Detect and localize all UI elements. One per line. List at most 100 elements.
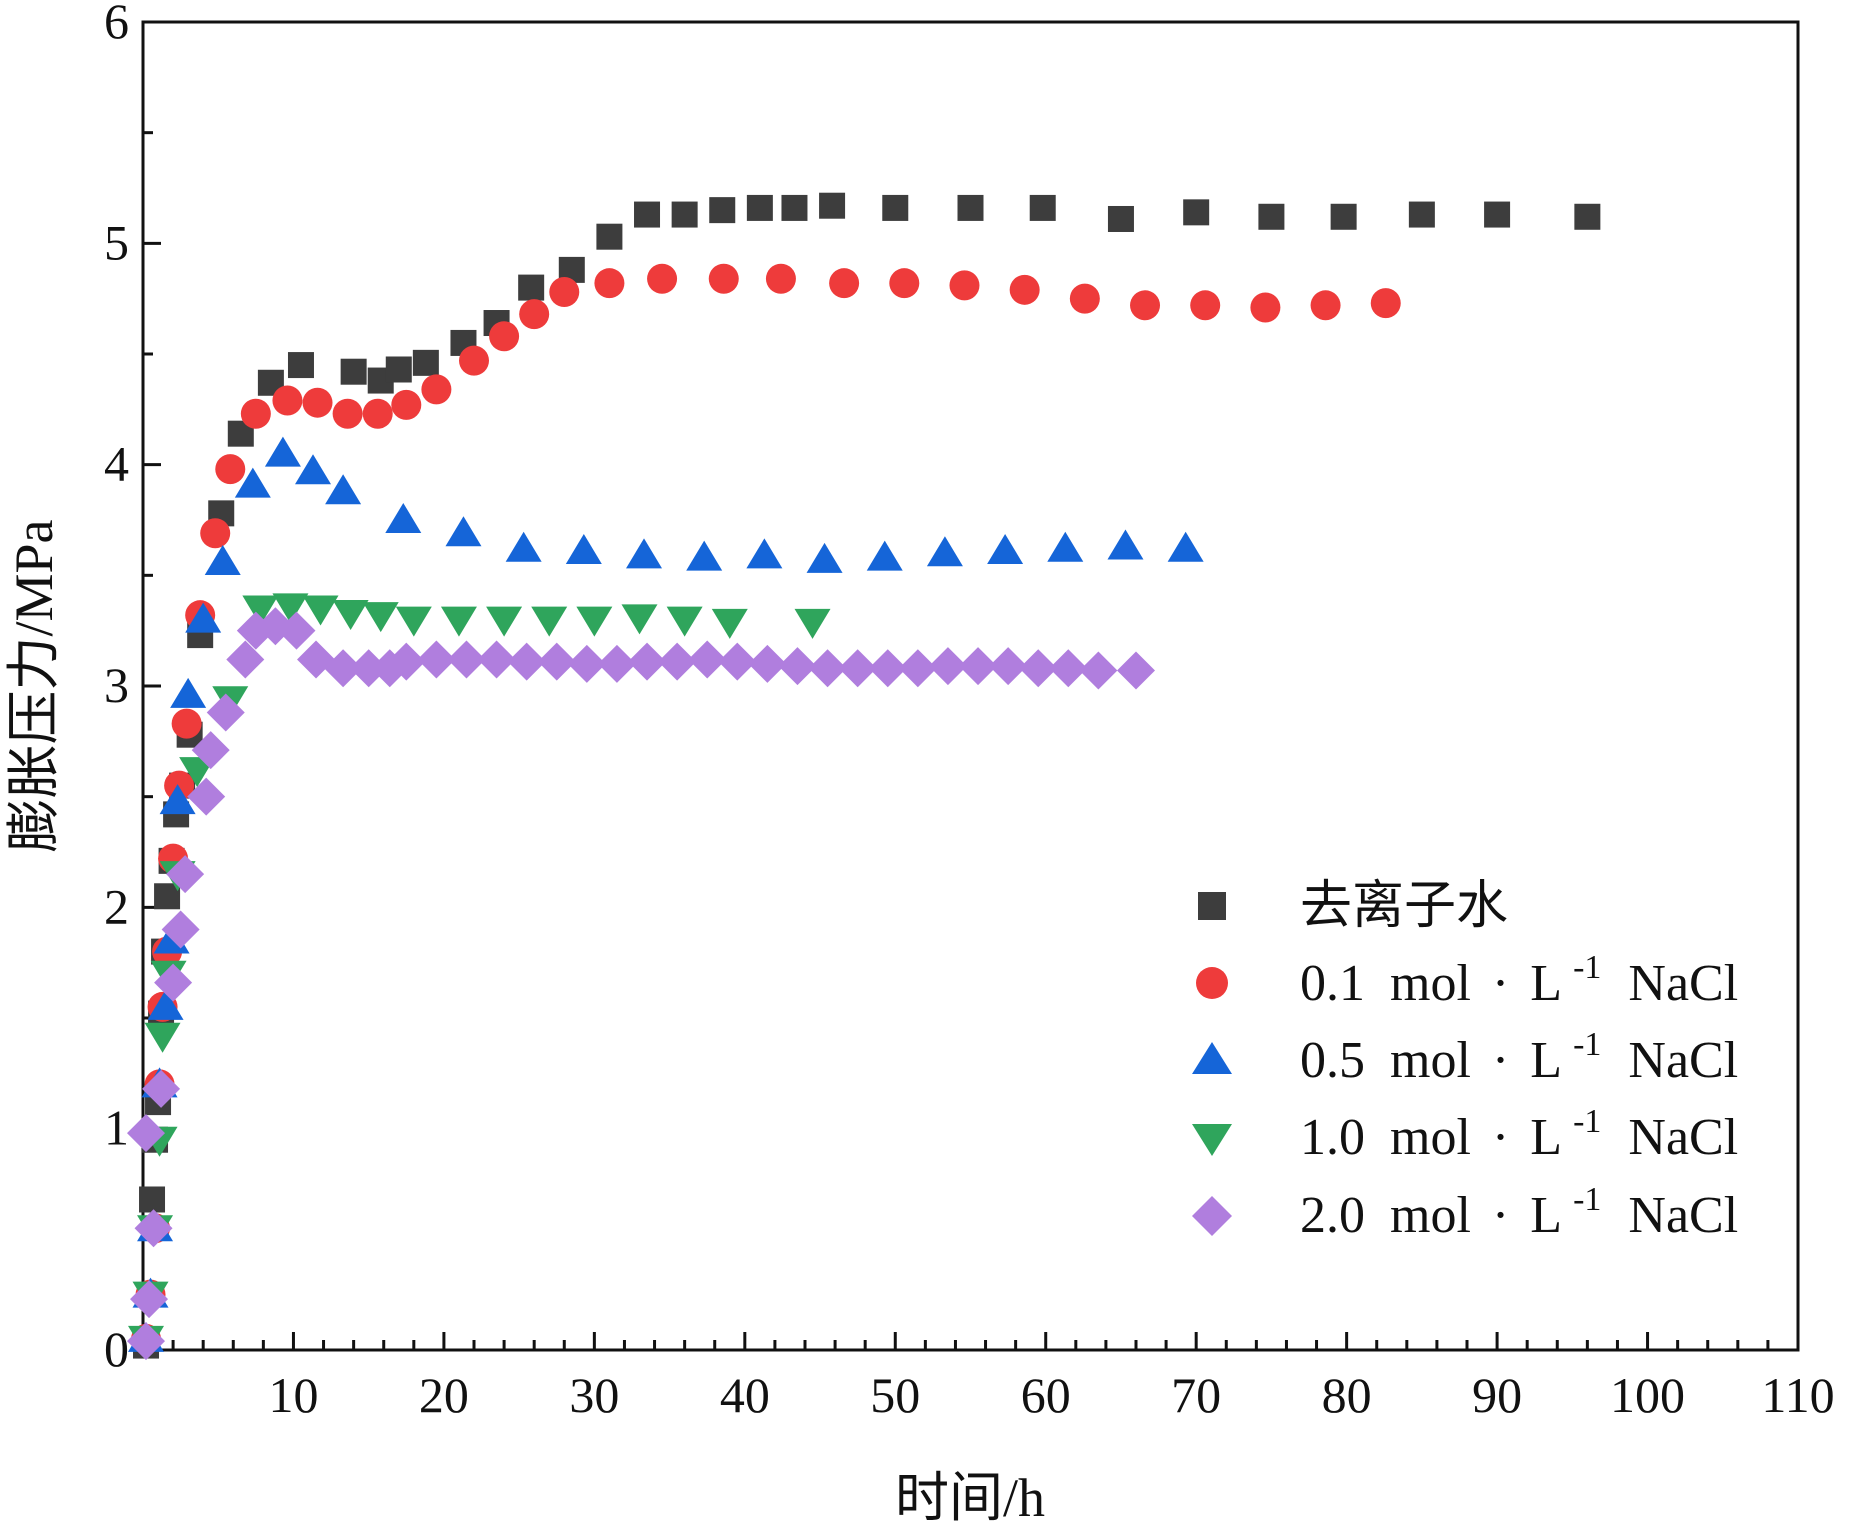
data-point	[949, 270, 980, 301]
data-point	[277, 611, 316, 650]
data-point	[139, 1186, 166, 1213]
legend-2-value: 0.5	[1300, 1032, 1365, 1089]
data-point	[1107, 529, 1144, 560]
data-point	[1049, 649, 1088, 688]
data-point	[362, 602, 399, 633]
x-tick-label: 70	[1171, 1367, 1221, 1423]
data-point	[1250, 292, 1281, 323]
data-point	[226, 640, 265, 679]
x-tick-label: 60	[1021, 1367, 1071, 1423]
data-point	[866, 540, 903, 571]
data-point	[477, 640, 516, 679]
data-point	[127, 1322, 166, 1361]
data-point	[1167, 531, 1204, 562]
data-point	[412, 349, 439, 376]
data-point	[242, 595, 279, 626]
data-point	[1069, 283, 1100, 314]
data-point	[507, 642, 546, 681]
data-point	[748, 644, 787, 683]
legend-1-solute: NaCl	[1628, 955, 1738, 1012]
data-point	[1079, 651, 1118, 690]
y-tick-label: 5	[104, 214, 129, 270]
data-point	[349, 649, 388, 688]
data-point	[711, 608, 748, 639]
data-point	[688, 640, 727, 679]
data-point	[127, 1114, 166, 1153]
legend-1-base: L	[1530, 955, 1560, 1012]
series-1	[131, 263, 1401, 1354]
data-point	[549, 277, 580, 308]
data-point	[819, 192, 846, 219]
data-point	[332, 398, 363, 429]
x-tick-label: 90	[1472, 1367, 1522, 1423]
data-point	[1190, 290, 1221, 321]
data-point	[1029, 194, 1056, 221]
data-point	[957, 194, 984, 221]
legend-marker-0	[1198, 892, 1226, 920]
data-point	[647, 263, 678, 294]
data-point	[161, 910, 200, 949]
data-point	[838, 649, 877, 688]
data-point	[781, 194, 808, 221]
legend-2-sup: -1	[1573, 1026, 1601, 1063]
data-point	[325, 474, 362, 505]
legend-marker-3	[1192, 1124, 1232, 1156]
data-point	[215, 454, 246, 485]
data-point	[447, 640, 486, 679]
legend-4-dot: ·	[1492, 1187, 1509, 1244]
data-point	[1310, 290, 1341, 321]
data-point	[295, 454, 332, 485]
legend-1-dot: ·	[1492, 955, 1509, 1012]
data-point	[421, 374, 452, 405]
data-point	[395, 606, 432, 637]
data-point	[1130, 290, 1161, 321]
data-point	[686, 540, 723, 571]
x-tick-label: 50	[870, 1367, 920, 1423]
legend-marker-1	[1196, 967, 1228, 999]
data-point	[567, 644, 606, 683]
data-point	[272, 385, 303, 416]
data-point	[206, 693, 245, 732]
data-point	[459, 345, 489, 376]
data-point	[1019, 649, 1058, 688]
data-point	[272, 593, 309, 624]
legend-2-unit: mol	[1390, 1032, 1471, 1089]
data-point	[200, 518, 231, 549]
data-point	[486, 606, 523, 637]
data-point	[1107, 205, 1134, 232]
series-2	[128, 436, 1204, 1352]
y-tick-label: 1	[104, 1100, 129, 1156]
legend-3-solute: NaCl	[1628, 1109, 1738, 1166]
data-point	[362, 398, 393, 429]
data-point	[926, 536, 963, 567]
legend-2-solute: NaCl	[1628, 1032, 1738, 1089]
data-point	[1183, 199, 1210, 226]
data-point	[147, 989, 184, 1020]
data-point	[204, 545, 241, 576]
data-point	[1117, 651, 1155, 690]
x-tick-label: 10	[268, 1367, 318, 1423]
x-tick-label: 40	[720, 1367, 770, 1423]
data-point	[1484, 201, 1511, 228]
data-point	[594, 268, 625, 299]
data-point	[628, 642, 667, 681]
data-point	[302, 387, 333, 418]
data-point	[417, 640, 456, 679]
data-point	[324, 649, 363, 688]
data-point	[765, 263, 796, 294]
data-point	[385, 356, 412, 383]
x-tick-label: 20	[419, 1367, 469, 1423]
y-axis-title: 膨胀压力/MPa	[4, 519, 64, 852]
y-tick-label: 4	[104, 436, 129, 492]
series-0	[133, 192, 1601, 1359]
axis-tick-labels: 10 20 30 40 50 60 70 80 90 100 110 0 1 2 3 4 5 6	[104, 0, 1835, 1423]
data-point	[959, 647, 998, 686]
data-point	[1330, 203, 1357, 230]
legend-4-base: L	[1530, 1187, 1560, 1244]
data-point	[626, 538, 663, 569]
data-point	[746, 538, 783, 569]
data-point	[709, 197, 736, 224]
data-point	[889, 268, 920, 299]
data-point	[191, 731, 230, 770]
